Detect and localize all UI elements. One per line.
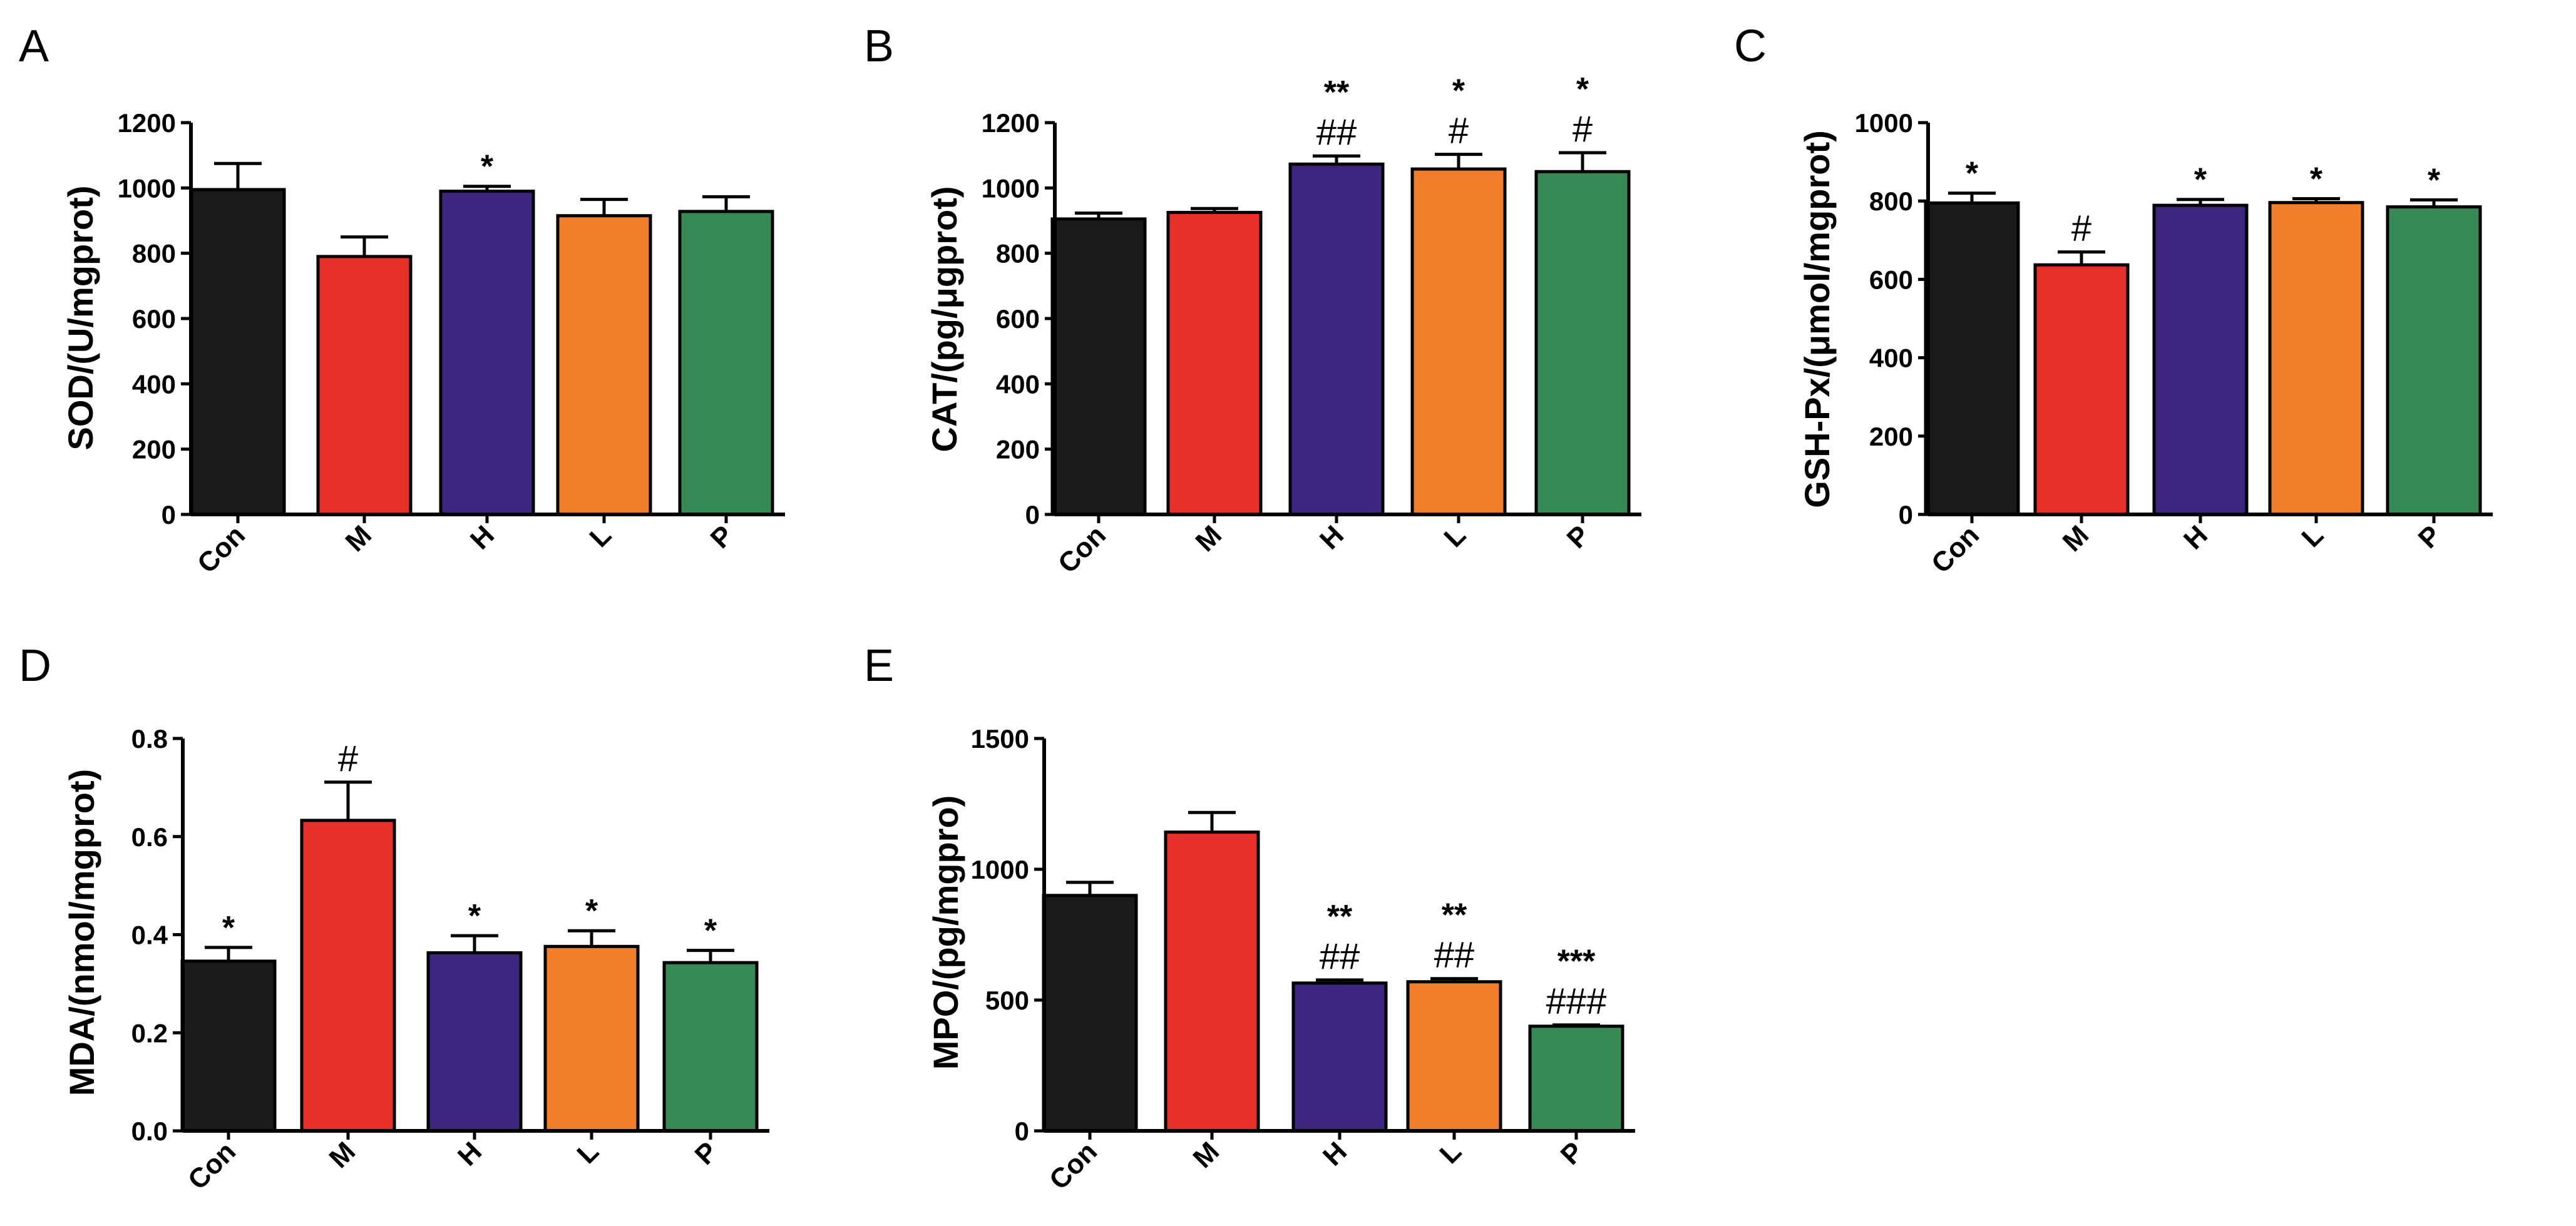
- y-tick-label-b-1: 200: [996, 435, 1040, 464]
- y-tick-label-c-2: 400: [1869, 344, 1913, 373]
- star-label-c-l: *: [2310, 161, 2323, 197]
- hash-label-b-l: #: [1449, 111, 1469, 151]
- y-tick-label-b-5: 1000: [982, 173, 1040, 203]
- panel-letter-a: A: [19, 21, 49, 71]
- y-axis-label-b: CAT/(pg/μgprot): [925, 186, 964, 452]
- y-tick-label-a-3: 600: [132, 304, 176, 334]
- y-tick-label-d-3: 0.6: [131, 822, 168, 852]
- star-label-c-h: *: [2194, 162, 2207, 198]
- star-label-a-h: *: [481, 149, 494, 185]
- y-axis-label-c: GSH-Px/(μmol/mgprot): [1797, 130, 1837, 508]
- star-label-b-h: **: [1324, 74, 1350, 111]
- star-label-d-l: *: [585, 893, 598, 929]
- bar-b-h: [1288, 162, 1385, 516]
- bar-e-p: [1528, 1024, 1624, 1133]
- panel-a-sod-chart: A SOD/(U/mgprot) Con M*H L P020040060080010…: [19, 21, 785, 580]
- star-label-b-l: *: [1452, 73, 1465, 110]
- panel-letter-d: D: [19, 641, 51, 691]
- bar-d-con: [180, 959, 277, 1133]
- y-tick-label-c-0: 0: [1899, 500, 1913, 529]
- y-tick-label-d-1: 0.2: [131, 1018, 168, 1048]
- hash-label-d-m: #: [338, 738, 358, 779]
- y-tick-label-a-6: 1200: [118, 108, 176, 138]
- star-label-b-p: *: [1576, 71, 1589, 108]
- hash-label-b-h: ##: [1316, 112, 1357, 153]
- bar-e-con: [1042, 894, 1138, 1133]
- hash-label-e-l: ##: [1434, 935, 1475, 976]
- panel-letter-e: E: [864, 641, 894, 691]
- bar-a-h: [439, 190, 535, 516]
- y-tick-label-a-2: 400: [132, 369, 176, 399]
- bar-c-l: [2268, 201, 2364, 516]
- y-axis-label-d: MDA/(nmol/mgprot): [62, 769, 101, 1096]
- y-tick-label-a-4: 800: [132, 239, 176, 268]
- y-tick-label-c-3: 600: [1869, 265, 1913, 294]
- y-axis-label-e: MPO/(pg/mgpro): [926, 795, 965, 1070]
- y-tick-label-c-4: 800: [1869, 186, 1913, 216]
- y-tick-label-a-5: 1000: [118, 173, 176, 203]
- bar-e-h: [1291, 981, 1388, 1133]
- y-tick-label-a-1: 200: [132, 435, 176, 464]
- y-tick-label-b-0: 0: [1025, 500, 1040, 529]
- bar-c-con: [1924, 201, 2020, 516]
- panel-b-cat-chart: B CAT/(pg/μgprot) Con M##**H#*L#*P0200400…: [864, 21, 1641, 580]
- star-label-d-con: *: [222, 910, 235, 946]
- y-tick-label-b-6: 1200: [982, 108, 1040, 138]
- bar-b-con: [1050, 217, 1147, 516]
- y-tick-label-c-1: 200: [1869, 422, 1913, 451]
- panel-letter-c: C: [1734, 21, 1767, 71]
- star-label-e-l: **: [1442, 897, 1467, 934]
- star-label-e-h: **: [1327, 899, 1353, 935]
- bar-b-m: [1166, 210, 1263, 516]
- bar-c-h: [2152, 203, 2249, 516]
- bar-a-m: [316, 255, 413, 516]
- hash-label-e-p: ###: [1546, 981, 1607, 1022]
- y-tick-label-a-0: 0: [162, 500, 176, 529]
- y-tick-label-d-0: 0.0: [131, 1116, 168, 1146]
- y-tick-label-e-2: 1000: [971, 855, 1029, 884]
- y-tick-label-e-1: 500: [985, 986, 1029, 1015]
- bar-c-p: [2386, 205, 2482, 516]
- bar-b-l: [1410, 167, 1507, 516]
- hash-label-b-p: #: [1573, 109, 1593, 150]
- bar-e-l: [1406, 980, 1502, 1133]
- star-label-d-p: *: [704, 913, 717, 949]
- bar-c-m: [2033, 263, 2130, 516]
- bar-d-m: [300, 819, 396, 1133]
- hash-label-e-h: ##: [1320, 936, 1360, 977]
- bar-d-h: [426, 951, 523, 1133]
- star-label-e-p: ***: [1557, 944, 1596, 980]
- y-axis-label-a: SOD/(U/mgprot): [61, 185, 100, 450]
- panel-d-mda-chart: D MDA/(nmol/mgprot) *Con#M*H*L*P0.00.20.…: [19, 641, 769, 1196]
- bar-a-con: [190, 188, 286, 516]
- star-label-d-h: *: [468, 898, 481, 934]
- hash-label-c-m: #: [2071, 208, 2091, 249]
- bar-d-p: [662, 961, 759, 1133]
- y-tick-label-e-3: 1500: [971, 724, 1029, 753]
- y-tick-label-b-4: 800: [996, 239, 1040, 268]
- bar-a-p: [678, 210, 774, 516]
- panel-letter-b: B: [864, 21, 894, 71]
- bar-a-l: [556, 214, 652, 516]
- bar-b-p: [1534, 170, 1631, 516]
- y-tick-label-d-4: 0.8: [131, 724, 168, 753]
- y-tick-label-b-3: 600: [996, 304, 1040, 334]
- panel-c-gsh-px-chart: C GSH-Px/(μmol/mgprot) *Con#M*H*L*P02004…: [1734, 21, 2493, 580]
- y-tick-label-d-2: 0.4: [131, 921, 168, 950]
- y-tick-label-c-5: 1000: [1855, 108, 1913, 138]
- y-tick-label-e-0: 0: [1015, 1116, 1029, 1146]
- star-label-c-p: *: [2428, 162, 2441, 198]
- y-tick-label-b-2: 400: [996, 369, 1040, 399]
- bar-e-m: [1164, 830, 1260, 1133]
- bar-d-l: [543, 944, 640, 1133]
- star-label-c-con: *: [1966, 156, 1979, 192]
